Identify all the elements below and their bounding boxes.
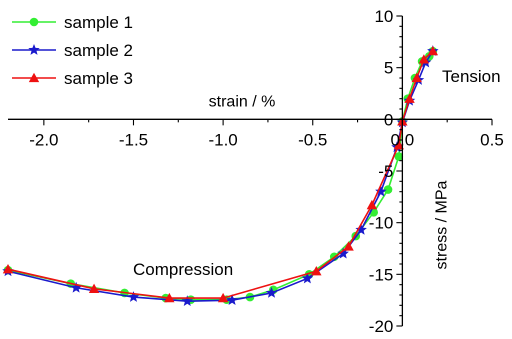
data-point [383,185,393,194]
labels-layer: strain / % stress / MPa Tension Compress… [133,67,501,279]
data-point [411,72,422,83]
data-point [127,291,140,302]
x-tick-label: -2.0 [29,130,58,149]
data-point [2,263,14,274]
data-point [393,139,404,150]
x-tick-label: 0.5 [480,130,504,149]
y-tick-label: -10 [369,214,394,233]
data-point [418,54,430,64]
data-point [226,294,238,306]
data-point [337,247,349,259]
x-axis-title: strain / % [209,93,276,110]
data-point [181,295,193,307]
data-point [311,266,322,276]
y-axis-title: stress / MPa [433,180,450,269]
legend-item: sample 3 [12,69,133,88]
data-point [343,241,354,251]
data-point [301,272,314,284]
data-point [265,286,278,298]
legend-marker [29,17,39,27]
data-point [164,292,175,303]
series-layer [2,45,439,307]
y-tick-label: 5 [384,59,393,78]
legend-label: sample 3 [64,69,133,88]
y-tick-label: 0 [384,110,393,129]
data-point [394,152,404,161]
x-tick-label: -1.0 [208,130,237,149]
legend-label: sample 1 [64,13,133,32]
series-3 [2,45,439,303]
y-tick-label: 10 [374,7,393,26]
y-tick-label: -20 [369,317,394,336]
x-tick-label: -0.5 [298,130,327,149]
data-point [217,292,229,303]
annotation-tension: Tension [442,67,501,86]
annotation-compression: Compression [133,260,233,279]
data-point [427,45,439,56]
legend-label: sample 2 [64,41,133,60]
data-point [88,283,100,293]
data-point [355,223,367,235]
y-tick-label: -5 [378,162,393,181]
legend-marker [28,44,40,55]
x-tick-label: -1.5 [119,130,148,149]
legend: sample 1 sample 2 sample 3 [12,13,133,88]
series-line [7,50,434,303]
data-point [375,185,387,197]
data-point [366,199,378,210]
y-tick-label: -15 [369,265,394,284]
legend-item: sample 1 [12,13,133,32]
legend-item: sample 2 [12,41,133,60]
data-point [404,93,415,103]
data-point [70,281,82,293]
legend-marker [28,72,40,83]
